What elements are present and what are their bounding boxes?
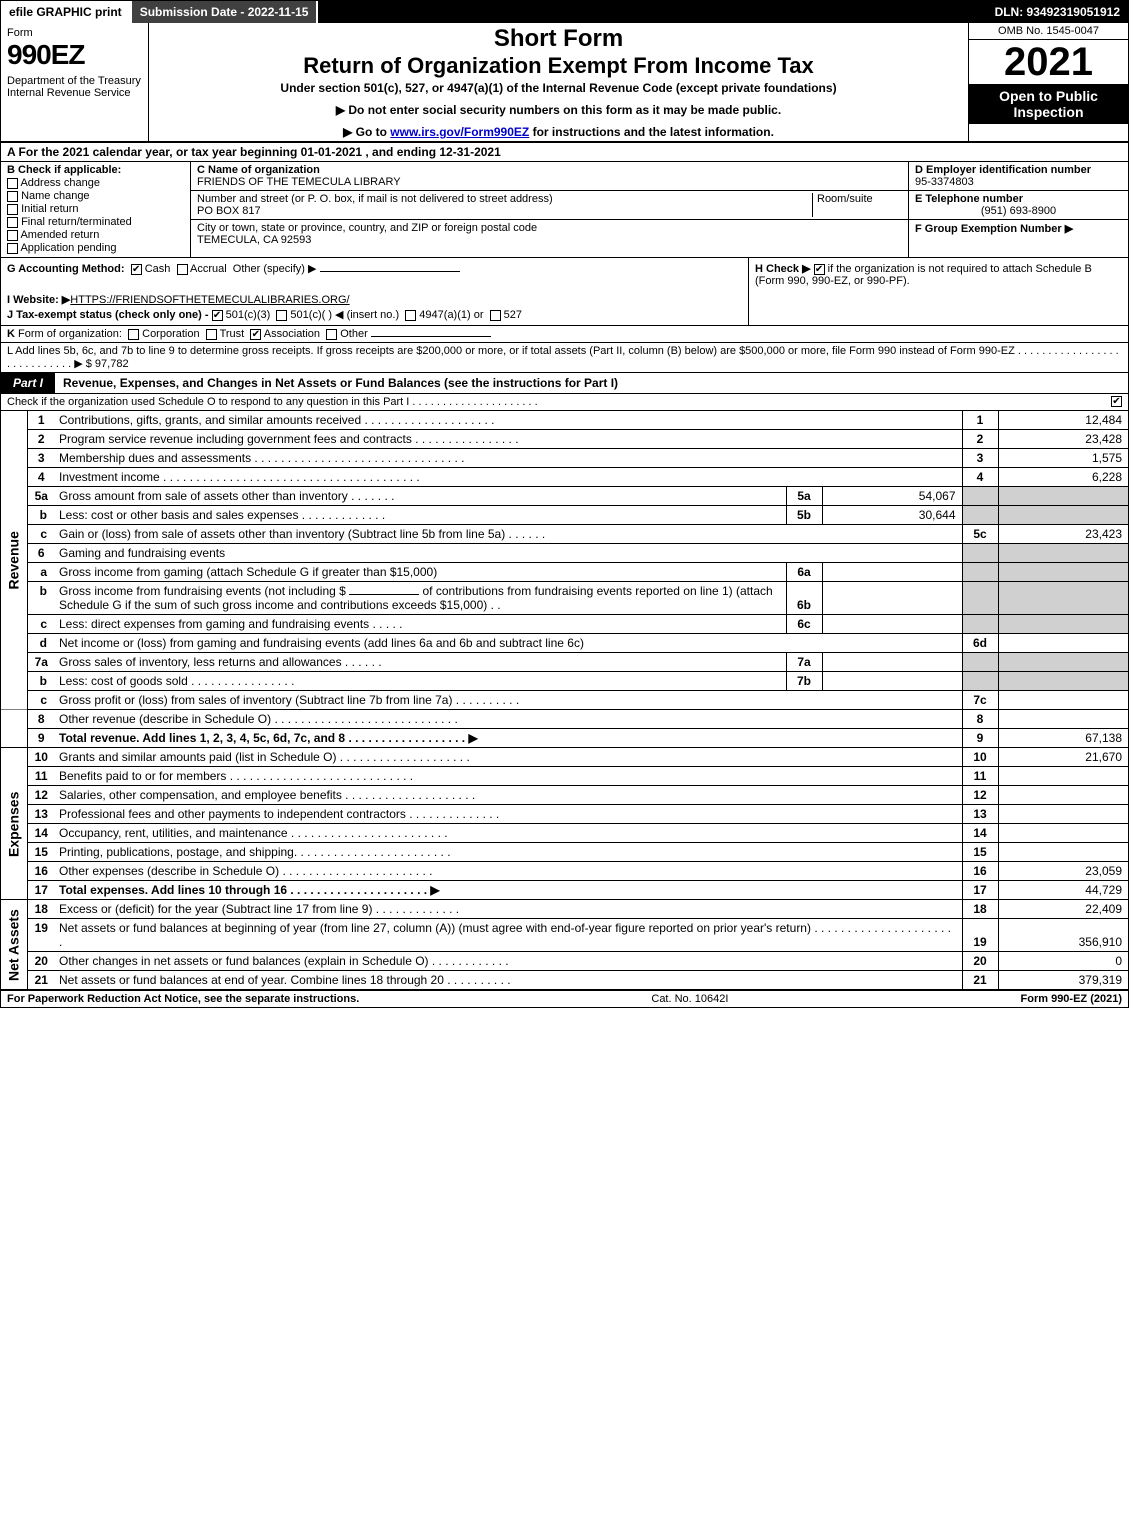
val-line2: 23,428 (998, 430, 1128, 449)
street-row: Number and street (or P. O. box, if mail… (191, 191, 908, 220)
part1-table: Revenue 1 Contributions, gifts, grants, … (1, 411, 1128, 990)
paperwork-notice: For Paperwork Reduction Act Notice, see … (7, 993, 359, 1005)
val-line17: 44,729 (998, 881, 1128, 900)
col-h: H Check ▶ if the organization is not req… (748, 258, 1128, 325)
cat-no: Cat. No. 10642I (359, 993, 1020, 1005)
city-row: City or town, state or province, country… (191, 220, 908, 248)
omb-number: OMB No. 1545-0047 (969, 23, 1128, 40)
ein-block: D Employer identification number 95-3374… (909, 162, 1128, 191)
part1-check-o: Check if the organization used Schedule … (1, 394, 1128, 411)
under-section: Under section 501(c), 527, or 4947(a)(1)… (157, 81, 960, 95)
chk-final-return[interactable]: Final return/terminated (7, 216, 184, 228)
val-line10: 21,670 (998, 748, 1128, 767)
form-id-footer: Form 990-EZ (2021) (1021, 993, 1122, 1005)
chk-schedule-b[interactable] (814, 264, 825, 275)
col-b-checkboxes: B Check if applicable: Address change Na… (1, 162, 191, 257)
form-word: Form (7, 27, 142, 39)
org-name-row: C Name of organization FRIENDS OF THE TE… (191, 162, 908, 191)
chk-501c[interactable] (276, 310, 287, 321)
val-line18: 22,409 (998, 900, 1128, 919)
part1-header: Part I Revenue, Expenses, and Changes in… (1, 373, 1128, 394)
open-inspection: Open to Public Inspection (969, 84, 1128, 124)
line-a: A For the 2021 calendar year, or tax yea… (1, 143, 1128, 162)
website-link[interactable]: HTTPS://FRIENDSOFTHETEMECULALIBRARIES.OR… (70, 294, 349, 306)
part1-title: Revenue, Expenses, and Changes in Net As… (55, 373, 1128, 393)
accounting-method: G Accounting Method: Cash Accrual Other … (7, 262, 742, 275)
form-990ez-page: efile GRAPHIC print Submission Date - 20… (0, 0, 1129, 1008)
group-exemption: F Group Exemption Number ▶ (909, 220, 1128, 237)
irs-link[interactable]: www.irs.gov/Form990EZ (390, 125, 529, 139)
bullet-goto: ▶ Go to www.irs.gov/Form990EZ for instru… (157, 125, 960, 139)
val-line3: 1,575 (998, 449, 1128, 468)
header-right: OMB No. 1545-0047 2021 Open to Public In… (968, 23, 1128, 141)
entity-info-block: B Check if applicable: Address change Na… (1, 162, 1128, 258)
dln-number: DLN: 93492319051912 (987, 5, 1128, 19)
val-5b: 30,644 (822, 506, 962, 525)
main-title: Return of Organization Exempt From Incom… (157, 53, 960, 79)
row-g-h: G Accounting Method: Cash Accrual Other … (1, 258, 1128, 326)
val-line16: 23,059 (998, 862, 1128, 881)
header-mid: Short Form Return of Organization Exempt… (149, 23, 968, 141)
col-c: C Name of organization FRIENDS OF THE TE… (191, 162, 908, 257)
tax-exempt-status: J Tax-exempt status (check only one) - 5… (7, 308, 742, 321)
val-5a: 54,067 (822, 487, 962, 506)
city: TEMECULA, CA 92593 (197, 234, 537, 246)
part1-tab: Part I (1, 373, 55, 393)
chk-501c3[interactable] (212, 310, 223, 321)
dept-label: Department of the Treasury Internal Reve… (7, 75, 142, 99)
val-line9: 67,138 (998, 729, 1128, 748)
val-line19: 356,910 (998, 919, 1128, 952)
phone-block: E Telephone number (951) 693-8900 (909, 191, 1128, 220)
chk-schedule-o[interactable] (1111, 396, 1122, 407)
tax-year: 2021 (969, 40, 1128, 84)
row-l: L Add lines 5b, 6c, and 7b to line 9 to … (1, 343, 1128, 373)
org-name: FRIENDS OF THE TEMECULA LIBRARY (197, 176, 902, 188)
col-def: D Employer identification number 95-3374… (908, 162, 1128, 257)
chk-4947[interactable] (405, 310, 416, 321)
chk-amended[interactable]: Amended return (7, 229, 184, 241)
val-line20: 0 (998, 952, 1128, 971)
section-netassets: Net Assets (1, 900, 27, 990)
row-k: K Form of organization: Corporation Trus… (1, 326, 1128, 343)
efile-print-label[interactable]: efile GRAPHIC print (1, 1, 132, 23)
col-g-i-j: G Accounting Method: Cash Accrual Other … (1, 258, 748, 325)
page-footer: For Paperwork Reduction Act Notice, see … (1, 990, 1128, 1007)
section-expenses: Expenses (1, 748, 27, 900)
val-5c: 23,423 (998, 525, 1128, 544)
col-b-label: B Check if applicable: (7, 164, 184, 176)
chk-assoc[interactable] (250, 329, 261, 340)
form-number: 990EZ (7, 39, 142, 71)
val-line1: 12,484 (998, 411, 1128, 430)
chk-initial-return[interactable]: Initial return (7, 203, 184, 215)
chk-cash[interactable] (131, 264, 142, 275)
chk-accrual[interactable] (177, 264, 188, 275)
chk-other-org[interactable] (326, 329, 337, 340)
street: PO BOX 817 (197, 205, 812, 217)
section-revenue: Revenue (1, 411, 27, 710)
chk-corp[interactable] (128, 329, 139, 340)
chk-trust[interactable] (206, 329, 217, 340)
short-form-title: Short Form (157, 25, 960, 53)
ein: 95-3374803 (915, 176, 1122, 188)
header-left: Form 990EZ Department of the Treasury In… (1, 23, 149, 141)
form-header: Form 990EZ Department of the Treasury In… (1, 23, 1128, 143)
efile-topbar: efile GRAPHIC print Submission Date - 20… (1, 1, 1128, 23)
val-line4: 6,228 (998, 468, 1128, 487)
submission-date: Submission Date - 2022-11-15 (132, 1, 319, 23)
chk-name-change[interactable]: Name change (7, 190, 184, 202)
room-suite: Room/suite (812, 193, 902, 217)
chk-527[interactable] (490, 310, 501, 321)
val-line21: 379,319 (998, 971, 1128, 990)
website-row: I Website: ▶HTTPS://FRIENDSOFTHETEMECULA… (7, 293, 742, 306)
chk-pending[interactable]: Application pending (7, 242, 184, 254)
phone: (951) 693-8900 (915, 205, 1122, 217)
chk-address-change[interactable]: Address change (7, 177, 184, 189)
bullet-ssn: ▶ Do not enter social security numbers o… (157, 103, 960, 117)
